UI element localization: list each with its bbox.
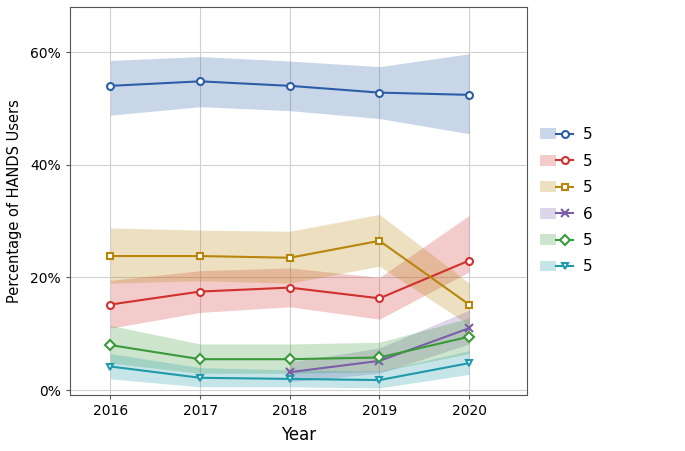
Pod [465, 258, 473, 263]
Disposable [375, 355, 384, 360]
Disposable [106, 342, 114, 348]
HTP [286, 376, 294, 382]
Juul [286, 369, 294, 375]
Line: Disposable: Disposable [107, 333, 473, 363]
Line: Juul: Juul [286, 324, 473, 376]
Pod [286, 285, 294, 290]
Juul [465, 326, 473, 331]
Disposable [465, 334, 473, 339]
Tank [286, 83, 294, 88]
Tank [196, 78, 204, 84]
Mod [286, 255, 294, 260]
Juul [375, 358, 384, 364]
Pod [196, 289, 204, 294]
Legend: 5, 5, 5, 6, 5, 5: 5, 5, 5, 6, 5, 5 [540, 127, 593, 275]
Line: Tank: Tank [107, 78, 473, 98]
Mod [196, 253, 204, 259]
Disposable [286, 356, 294, 362]
Tank [106, 83, 114, 88]
Tank [465, 92, 473, 97]
HTP [106, 364, 114, 369]
Disposable [196, 356, 204, 362]
Y-axis label: Percentage of HANDS Users: Percentage of HANDS Users [7, 99, 22, 303]
HTP [465, 360, 473, 366]
Mod [375, 238, 384, 244]
HTP [196, 375, 204, 381]
Pod [106, 302, 114, 307]
Line: Pod: Pod [107, 257, 473, 308]
HTP [375, 377, 384, 383]
X-axis label: Year: Year [281, 426, 316, 444]
Line: Mod: Mod [107, 237, 473, 308]
Mod [106, 253, 114, 259]
Mod [465, 302, 473, 307]
Tank [375, 90, 384, 95]
Pod [375, 295, 384, 301]
Line: HTP: HTP [107, 359, 473, 383]
